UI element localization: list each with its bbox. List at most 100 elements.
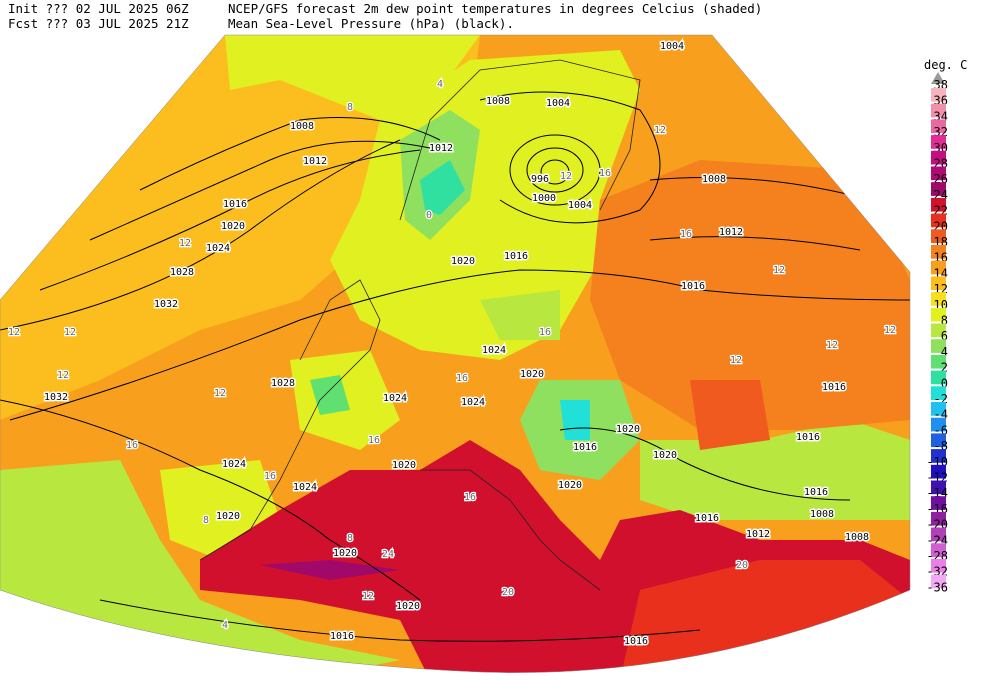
pressure-label: 1024 xyxy=(482,345,506,356)
isobar xyxy=(540,159,570,185)
isobar xyxy=(479,91,661,224)
coastline xyxy=(420,469,601,591)
legend-swatch xyxy=(931,213,946,228)
legend-swatch xyxy=(931,229,946,243)
map-labels: 1004 1008 1012 1016 1020 1024 1028 1032 1032 1028… xyxy=(7,40,898,649)
shade xyxy=(560,400,590,440)
pressure-label: 1016 xyxy=(573,442,597,453)
pressure-label: 1016 xyxy=(804,487,828,498)
pressure-label: 1020 xyxy=(333,548,357,559)
legend-swatch xyxy=(931,197,946,212)
shade xyxy=(310,375,350,415)
map xyxy=(0,35,910,673)
legend-swatch xyxy=(931,370,946,385)
legend-label: 2 xyxy=(941,361,948,375)
shade xyxy=(590,160,910,430)
legend-label: 6 xyxy=(941,329,948,343)
dewpoint-label: 12 xyxy=(560,171,572,182)
pressure-label: 1004 xyxy=(660,41,684,52)
coastline xyxy=(199,279,381,561)
pressure-label: 1008 xyxy=(290,121,314,132)
dewpoint-label: 24 xyxy=(382,549,394,560)
isobar xyxy=(0,399,421,601)
dewpoint-label: 12 xyxy=(214,388,226,399)
legend-swatch xyxy=(931,386,946,400)
legend-swatch xyxy=(931,245,946,259)
coastline xyxy=(399,59,641,221)
dewpoint-label: 12 xyxy=(773,265,785,276)
pressure-label: 1008 xyxy=(486,96,510,107)
dewpoint-label: 0 xyxy=(426,210,432,221)
dewpoint-label: 16 xyxy=(126,440,138,451)
map-border xyxy=(0,34,911,673)
legend-label: -36 xyxy=(926,580,948,594)
legend-swatch xyxy=(931,88,946,102)
pressure-label: 1020 xyxy=(396,601,420,612)
pressure-label: 1004 xyxy=(546,98,570,109)
dewpoint-label: 12 xyxy=(57,370,69,381)
legend: deg. C 383634323028262422201816141210864… xyxy=(924,58,967,594)
pressure-label: 1016 xyxy=(796,432,820,443)
isobar xyxy=(89,140,431,241)
dewpoint-label: 12 xyxy=(884,325,896,336)
legend-swatch xyxy=(931,354,946,369)
legend-swatch xyxy=(931,135,946,149)
isobar xyxy=(526,147,584,193)
isobar xyxy=(649,236,861,251)
pressure-label: 1016 xyxy=(223,199,247,210)
pressure-label: 1020 xyxy=(451,256,475,267)
subtitle: Mean Sea-Level Pressure (hPa) (black). xyxy=(228,16,514,31)
isobar xyxy=(99,599,701,642)
pressure-label: 1008 xyxy=(702,174,726,185)
dewpoint-label: 4 xyxy=(222,620,228,631)
legend-swatch xyxy=(931,292,946,306)
legend-swatch xyxy=(931,464,946,479)
dewpoint-label: 16 xyxy=(539,327,551,338)
pressure-label: 1020 xyxy=(520,369,544,380)
dewpoint-label: 12 xyxy=(362,591,374,602)
legend-swatch xyxy=(931,417,946,432)
legend-label: 4 xyxy=(941,345,948,359)
legend-swatch xyxy=(931,527,946,542)
pressure-label: 1032 xyxy=(154,299,178,310)
dewpoint-label: 12 xyxy=(730,355,742,366)
init-text: Init ??? 02 JUL 2025 06Z xyxy=(8,1,189,16)
pressure-label: 1016 xyxy=(822,382,846,393)
legend-swatch xyxy=(931,307,946,322)
pressure-label: 1008 xyxy=(845,532,869,543)
dewpoint-label: 16 xyxy=(456,373,468,384)
pressure-label: 1016 xyxy=(330,631,354,642)
pressure-label: 1008 xyxy=(810,509,834,520)
shade xyxy=(0,35,480,420)
pressure-label: 1024 xyxy=(383,393,407,404)
legend-swatch xyxy=(931,511,946,526)
dewpoint-label: 20 xyxy=(736,560,748,571)
pressure-label: 1012 xyxy=(719,227,743,238)
dewpoint-label: 12 xyxy=(179,238,191,249)
shade xyxy=(690,380,770,450)
isobar xyxy=(509,134,601,206)
fcst-text: Fcst ??? 03 JUL 2025 21Z xyxy=(8,16,189,31)
isobar xyxy=(0,139,401,331)
legend-title: deg. C xyxy=(924,58,967,72)
legend-swatch xyxy=(931,402,946,416)
pressure-label: 1012 xyxy=(429,143,453,154)
dewpoint-label: 16 xyxy=(680,229,692,240)
dewpoint-label: 8 xyxy=(347,102,353,113)
dewpoint-label: 20 xyxy=(502,587,514,598)
pressure-label: 1028 xyxy=(170,267,194,278)
shade xyxy=(480,290,560,340)
pressure-label: 1028 xyxy=(271,378,295,389)
dewpoint-label: 16 xyxy=(464,492,476,503)
legend-swatch xyxy=(931,449,946,463)
pressure-label: 1024 xyxy=(206,243,230,254)
legend-swatch xyxy=(931,323,946,338)
dewpoint-label: 12 xyxy=(64,327,76,338)
pressure-label: 1020 xyxy=(216,511,240,522)
legend-swatch xyxy=(931,480,946,495)
title: NCEP/GFS forecast 2m dew point temperatu… xyxy=(228,1,762,16)
legend-label: 0 xyxy=(941,376,948,390)
pressure-label: 1024 xyxy=(222,459,246,470)
pressure-label: 1016 xyxy=(624,636,648,647)
